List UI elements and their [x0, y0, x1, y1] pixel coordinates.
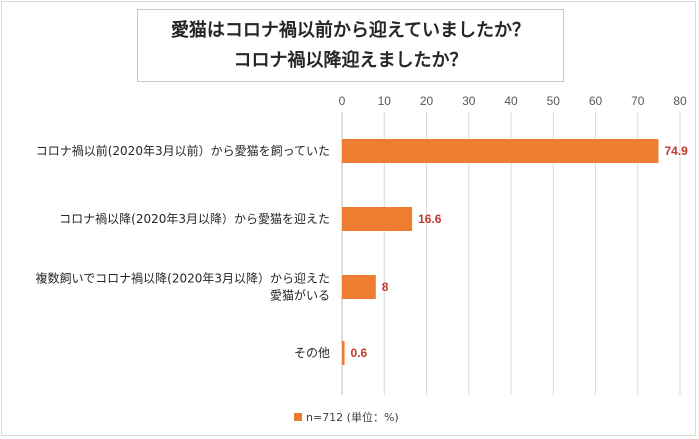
chart-title-line-2: コロナ禍以降迎えましたか？	[233, 49, 468, 71]
x-tick-label: 0	[339, 94, 346, 108]
bar	[342, 341, 345, 365]
legend-label: n=712 (単位：%)	[306, 411, 399, 424]
category-label: 複数飼いでコロナ禍以降(2020年3月以降）から迎えた	[36, 271, 331, 286]
category-label: コロナ禍以降(2020年3月以降）から愛猫を迎えた	[59, 211, 330, 226]
x-tick-label: 60	[589, 94, 603, 108]
chart-title-box: 愛猫はコロナ禍以前から迎えていましたか？ コロナ禍以降迎えましたか？	[137, 9, 564, 82]
data-label: 0.6	[351, 346, 368, 360]
bar	[342, 139, 659, 163]
x-tick-label: 50	[547, 94, 561, 108]
legend: n=712 (単位：%)	[294, 409, 399, 425]
category-label: 愛猫がいる	[270, 288, 330, 303]
legend-swatch	[294, 413, 302, 421]
category-label: コロナ禍以前(2020年3月以前）から愛猫を飼っていた	[36, 143, 330, 158]
x-tick-label: 40	[504, 94, 518, 108]
x-tick-label: 30	[462, 94, 476, 108]
data-label: 74.9	[664, 144, 688, 158]
x-tick-label: 70	[631, 94, 645, 108]
category-label: その他	[294, 346, 330, 360]
x-tick-label: 20	[420, 94, 434, 108]
bar	[342, 207, 413, 231]
x-tick-label: 10	[378, 94, 392, 108]
data-label: 8	[382, 280, 389, 294]
x-tick-label: 80	[673, 94, 687, 108]
chart-title-line-1: 愛猫はコロナ禍以前から迎えていましたか？	[170, 19, 531, 41]
data-label: 16.6	[418, 212, 442, 226]
bar	[342, 275, 376, 299]
